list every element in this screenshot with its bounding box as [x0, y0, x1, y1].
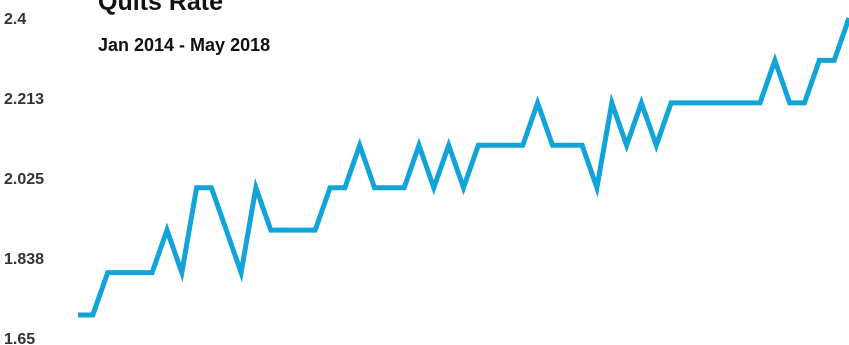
series-line	[78, 17, 849, 318]
chart-subtitle: Jan 2014 - May 2018	[98, 35, 271, 55]
y-tick-label: 2.4	[4, 11, 26, 28]
y-axis-ticks: 2.4 2.213 2.025 1.838 1.65	[4, 11, 44, 345]
y-tick-label: 2.025	[4, 171, 44, 188]
chart-title: Quits Rate	[98, 0, 224, 16]
y-tick-label: 2.213	[4, 91, 44, 108]
y-tick-label: 1.65	[4, 331, 35, 345]
y-tick-label: 1.838	[4, 251, 44, 268]
series-layer	[78, 17, 849, 318]
